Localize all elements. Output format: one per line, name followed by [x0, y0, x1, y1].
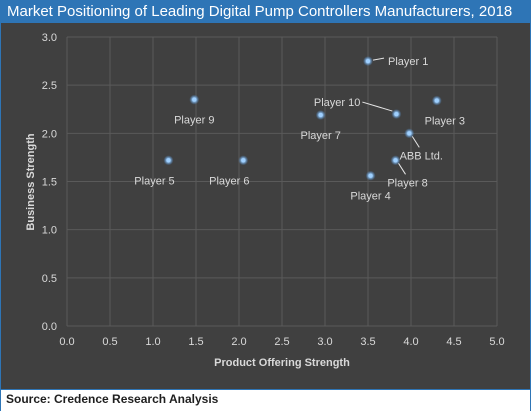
data-point [407, 131, 412, 136]
data-label: ABB Ltd. [400, 150, 443, 162]
x-tick-label: 3.5 [360, 336, 375, 348]
x-tick-label: 0.5 [102, 336, 117, 348]
gridlines [66, 36, 498, 327]
x-tick-label: 4.5 [446, 336, 461, 348]
y-tick-label: 2.5 [42, 80, 57, 92]
data-point [318, 113, 323, 118]
data-label: Player 5 [134, 175, 174, 187]
x-tick-label: 2.5 [274, 336, 289, 348]
data-label: Player 10 [314, 97, 360, 109]
data-label: Player 1 [388, 56, 428, 68]
data-point [166, 158, 171, 163]
x-tick-label: 0.0 [59, 336, 74, 348]
title-bar: Market Positioning of Leading Digital Pu… [1, 1, 530, 23]
data-label: Player 6 [209, 175, 249, 187]
leader-line [372, 57, 385, 61]
data-label: Player 8 [387, 177, 427, 189]
leader-line [362, 101, 393, 112]
y-axis-title: Business Strength [25, 133, 37, 230]
chart-title: Market Positioning of Leading Digital Pu… [7, 3, 513, 20]
data-point [394, 112, 399, 117]
scatter-chart: 0.0 0.5 1.0 1.5 2.0 2.5 3.0 0.0 0.5 1.0 1.5 2.0 2.5 3… [25, 32, 505, 369]
data-point [192, 97, 197, 102]
y-tick-label: 2.0 [42, 128, 57, 140]
y-tick-label: 0.5 [42, 273, 57, 285]
plot-panel [1, 23, 530, 389]
axis-ticks: 0.0 0.5 1.0 1.5 2.0 2.5 3.0 0.0 0.5 1.0 1.5 2.0 2.5 3… [42, 32, 505, 348]
x-tick-label: 1.5 [188, 336, 203, 348]
x-tick-label: 2.0 [231, 336, 246, 348]
y-tick-label: 1.5 [42, 177, 57, 189]
data-label: Player 4 [350, 191, 390, 203]
x-tick-label: 3.0 [317, 336, 332, 348]
leader-lines [362, 57, 420, 175]
data-label: Player 9 [174, 115, 214, 127]
data-points [163, 56, 442, 181]
x-tick-label: 5.0 [489, 336, 504, 348]
y-tick-label: 0.0 [42, 321, 57, 333]
source-bar: Source: Credence Research Analysis [1, 389, 530, 411]
data-point [241, 158, 246, 163]
data-label: Player 7 [301, 130, 341, 142]
leader-line [411, 136, 420, 148]
leader-line [398, 163, 406, 175]
x-tick-label: 1.0 [145, 336, 160, 348]
x-axis-title: Product Offering Strength [214, 357, 350, 369]
data-labels: Player 1 Player 9 Player 10 Player 3 Player … [134, 56, 465, 203]
y-tick-label: 3.0 [42, 32, 57, 44]
data-label: Player 3 [425, 116, 465, 128]
y-tick-label: 1.0 [42, 225, 57, 237]
data-point [434, 98, 439, 103]
source-note: Source: Credence Research Analysis [6, 392, 219, 406]
data-point [366, 59, 370, 64]
x-tick-label: 4.0 [403, 336, 418, 348]
data-point [368, 173, 373, 178]
data-point [393, 158, 398, 163]
